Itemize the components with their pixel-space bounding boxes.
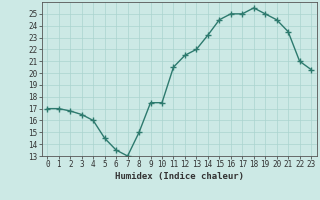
X-axis label: Humidex (Indice chaleur): Humidex (Indice chaleur) xyxy=(115,172,244,181)
